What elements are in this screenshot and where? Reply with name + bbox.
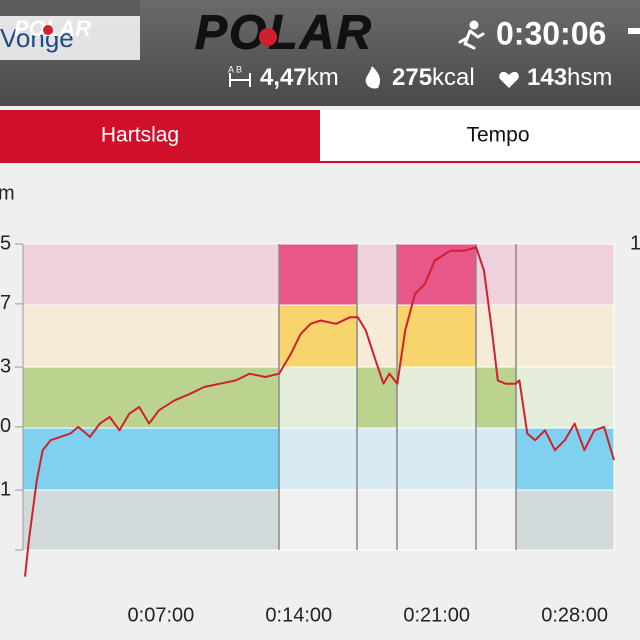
x-tick-label: 0:28:00 — [541, 604, 608, 626]
zone-cell — [475, 243, 517, 306]
y-tick-label: 3 — [0, 355, 11, 377]
zone-cell — [515, 489, 615, 551]
distance-icon: A B — [228, 64, 251, 87]
x-tick-label: 0:14:00 — [265, 604, 332, 626]
zone-cell — [515, 366, 615, 429]
zone-cell — [475, 489, 517, 551]
zone-cell — [356, 304, 398, 368]
zone-cell — [278, 366, 358, 429]
tab[interactable] — [320, 110, 640, 161]
heart-rate-unit: hsm — [567, 64, 612, 91]
zone-cell — [278, 427, 358, 491]
calories: 275 — [392, 64, 432, 91]
distance-row: 4,47km — [260, 64, 339, 91]
heart-icon — [499, 71, 519, 88]
tab-active[interactable] — [0, 110, 320, 161]
tab-label[interactable]: Hartslag — [101, 124, 179, 147]
zone-cell — [396, 243, 477, 306]
zone-cell — [356, 489, 398, 551]
runner-icon — [458, 20, 485, 50]
logo-dot — [259, 28, 277, 46]
distance-unit: km — [307, 64, 339, 91]
zone-cell — [22, 243, 280, 306]
calories-row: 275kcal — [392, 64, 475, 91]
duration: 0:30:06 — [496, 15, 606, 51]
y-tick-label: 0 — [0, 415, 11, 437]
y-tick-label: 1 — [0, 478, 11, 500]
zone-cell — [515, 243, 615, 306]
small-logo-dot — [43, 25, 53, 35]
zone-cell — [356, 427, 398, 491]
heart-rate: 143 — [527, 64, 567, 91]
zone-cell — [515, 304, 615, 368]
zone-cell — [22, 366, 280, 429]
logo: POLAR — [195, 7, 373, 60]
partner-name: Vonge — [0, 23, 74, 53]
tab-label[interactable]: Tempo — [466, 124, 529, 147]
tab-underline — [0, 161, 640, 163]
zone-cell — [278, 489, 358, 551]
zone-cell — [475, 366, 517, 429]
partner-panel-top — [0, 0, 140, 16]
zone-cell — [475, 427, 517, 491]
battery-edge — [628, 28, 640, 34]
plot: 5 7 3 0 1 0:07:00 0:14:00 0:21:00 0:28:00 — [0, 232, 615, 626]
heart-rate-row: 143hsm — [527, 64, 612, 91]
y-tick-label: 7 — [0, 292, 11, 314]
zone-cell — [22, 489, 280, 551]
y2-axis-label: 1 — [630, 232, 640, 254]
zone-cell — [22, 427, 280, 491]
x-tick-label: 0:21:00 — [403, 604, 470, 626]
heart-rate-line — [24, 246, 615, 577]
zone-cell — [278, 304, 358, 368]
zone-cell — [396, 366, 477, 429]
zone-cell — [356, 243, 398, 306]
calories-unit: kcal — [432, 64, 475, 91]
zone-cell — [396, 489, 477, 551]
x-tick-label: 0:07:00 — [128, 604, 195, 626]
flame-icon — [365, 66, 380, 89]
zone-cell — [22, 304, 280, 368]
y-axis-label: m — [0, 182, 15, 204]
y-tick-label: 5 — [0, 232, 11, 254]
svg-text:A B: A B — [228, 64, 242, 74]
zone-cell — [396, 427, 477, 491]
zone-cell — [278, 243, 358, 306]
distance: 4,47 — [260, 64, 307, 91]
